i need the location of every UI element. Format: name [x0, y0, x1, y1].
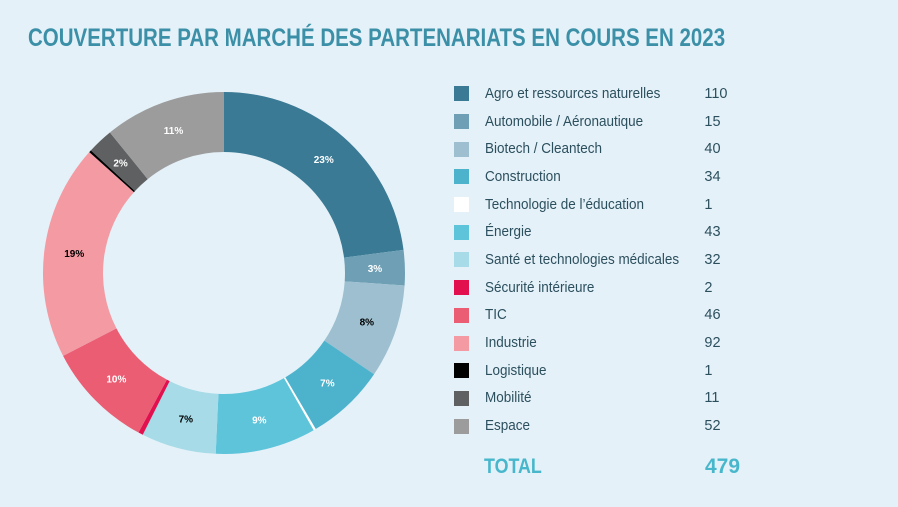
legend-item: Technologie de l’éducation 1: [454, 191, 754, 219]
legend-label: Énergie: [485, 224, 532, 241]
legend-swatch: [454, 307, 469, 323]
legend-item: Biotech / Cleantech 40: [454, 135, 754, 163]
legend-value: 92: [704, 335, 721, 352]
slice-percent-label: 9%: [252, 415, 267, 426]
donut-slice: [90, 132, 148, 192]
legend-value: 32: [704, 251, 721, 268]
donut-slice: [63, 328, 167, 433]
donut-slice: [224, 92, 404, 258]
legend-label: Biotech / Cleantech: [485, 141, 602, 158]
legend-label: TIC: [485, 307, 507, 324]
legend-item: Énergie 43: [454, 218, 754, 246]
legend-item: TIC 46: [454, 302, 754, 330]
legend-label: Industrie: [485, 335, 537, 352]
total-value: 479: [705, 455, 741, 478]
legend-value: 43: [704, 224, 721, 241]
chart-title: COUVERTURE PAR MARCHÉ DES PARTENARIATS E…: [28, 24, 726, 52]
donut-slice: [283, 377, 316, 431]
legend-swatch: [454, 418, 469, 434]
legend-item: Agro et ressources naturelles 110: [454, 80, 754, 108]
legend: Agro et ressources naturelles 110 Automobi…: [454, 80, 754, 440]
legend-item: Industrie 92: [454, 329, 754, 357]
legend-value: 40: [704, 141, 721, 158]
legend-swatch: [454, 280, 469, 296]
slice-percent-label: 19%: [64, 249, 84, 260]
legend-item: Santé et technologies médicales 32: [454, 246, 754, 274]
slice-percent-label: 10%: [106, 374, 126, 385]
donut-slice: [215, 378, 314, 454]
total-row: TOTAL 479: [484, 455, 744, 479]
slice-percent-label: 2%: [113, 158, 128, 169]
legend-swatch: [454, 390, 469, 406]
donut-slice: [142, 381, 219, 454]
legend-swatch: [454, 197, 469, 213]
legend-swatch: [454, 141, 469, 157]
legend-value: 1: [704, 362, 713, 379]
legend-value: 52: [704, 418, 721, 435]
legend-swatch: [454, 224, 469, 240]
legend-swatch: [454, 335, 469, 351]
legend-label: Mobilité: [485, 390, 532, 407]
donut-chart: 23% 3% 8% 7% 9% 7% 10% 19% 2% 11%: [42, 92, 406, 454]
donut-slice: [324, 281, 405, 375]
legend-item: Automobile / Aéronautique 15: [454, 108, 754, 136]
donut-slice: [344, 249, 406, 286]
slice-percent-label: 8%: [360, 318, 375, 329]
donut-slice: [109, 92, 224, 180]
legend-item: Logistique 1: [454, 357, 754, 385]
legend-swatch: [454, 363, 469, 379]
total-label: TOTAL: [484, 455, 542, 478]
donut-slice: [42, 152, 134, 356]
legend-item: Espace 52: [454, 412, 754, 440]
legend-item: Sécurité intérieure 2: [454, 274, 754, 302]
legend-swatch: [454, 86, 469, 102]
donut-slice: [285, 340, 375, 430]
legend-item: Mobilité 11: [454, 385, 754, 413]
legend-label: Automobile / Aéronautique: [485, 113, 644, 130]
donut-slice: [138, 379, 170, 435]
legend-label: Technologie de l’éducation: [485, 196, 644, 213]
legend-label: Agro et ressources naturelles: [485, 85, 661, 102]
legend-item: Construction 34: [454, 163, 754, 191]
legend-value: 46: [704, 307, 721, 324]
legend-label: Santé et technologies médicales: [485, 251, 680, 268]
legend-label: Espace: [485, 418, 530, 435]
legend-label: Logistique: [485, 362, 547, 379]
slice-percent-label: 11%: [164, 126, 184, 137]
slice-percent-label: 7%: [320, 379, 335, 390]
legend-label: Construction: [485, 168, 561, 185]
legend-swatch: [454, 252, 469, 268]
legend-value: 1: [704, 196, 713, 213]
donut-slice: [89, 150, 136, 193]
legend-value: 11: [704, 390, 720, 407]
legend-value: 15: [704, 113, 721, 130]
legend-value: 110: [704, 85, 728, 102]
legend-swatch: [454, 169, 469, 185]
slice-percent-label: 3%: [368, 264, 383, 275]
slice-percent-label: 7%: [179, 415, 194, 426]
legend-value: 2: [704, 279, 713, 296]
legend-label: Sécurité intérieure: [485, 279, 595, 296]
legend-value: 34: [704, 168, 721, 185]
legend-swatch: [454, 114, 469, 130]
slice-percent-label: 23%: [314, 155, 334, 166]
